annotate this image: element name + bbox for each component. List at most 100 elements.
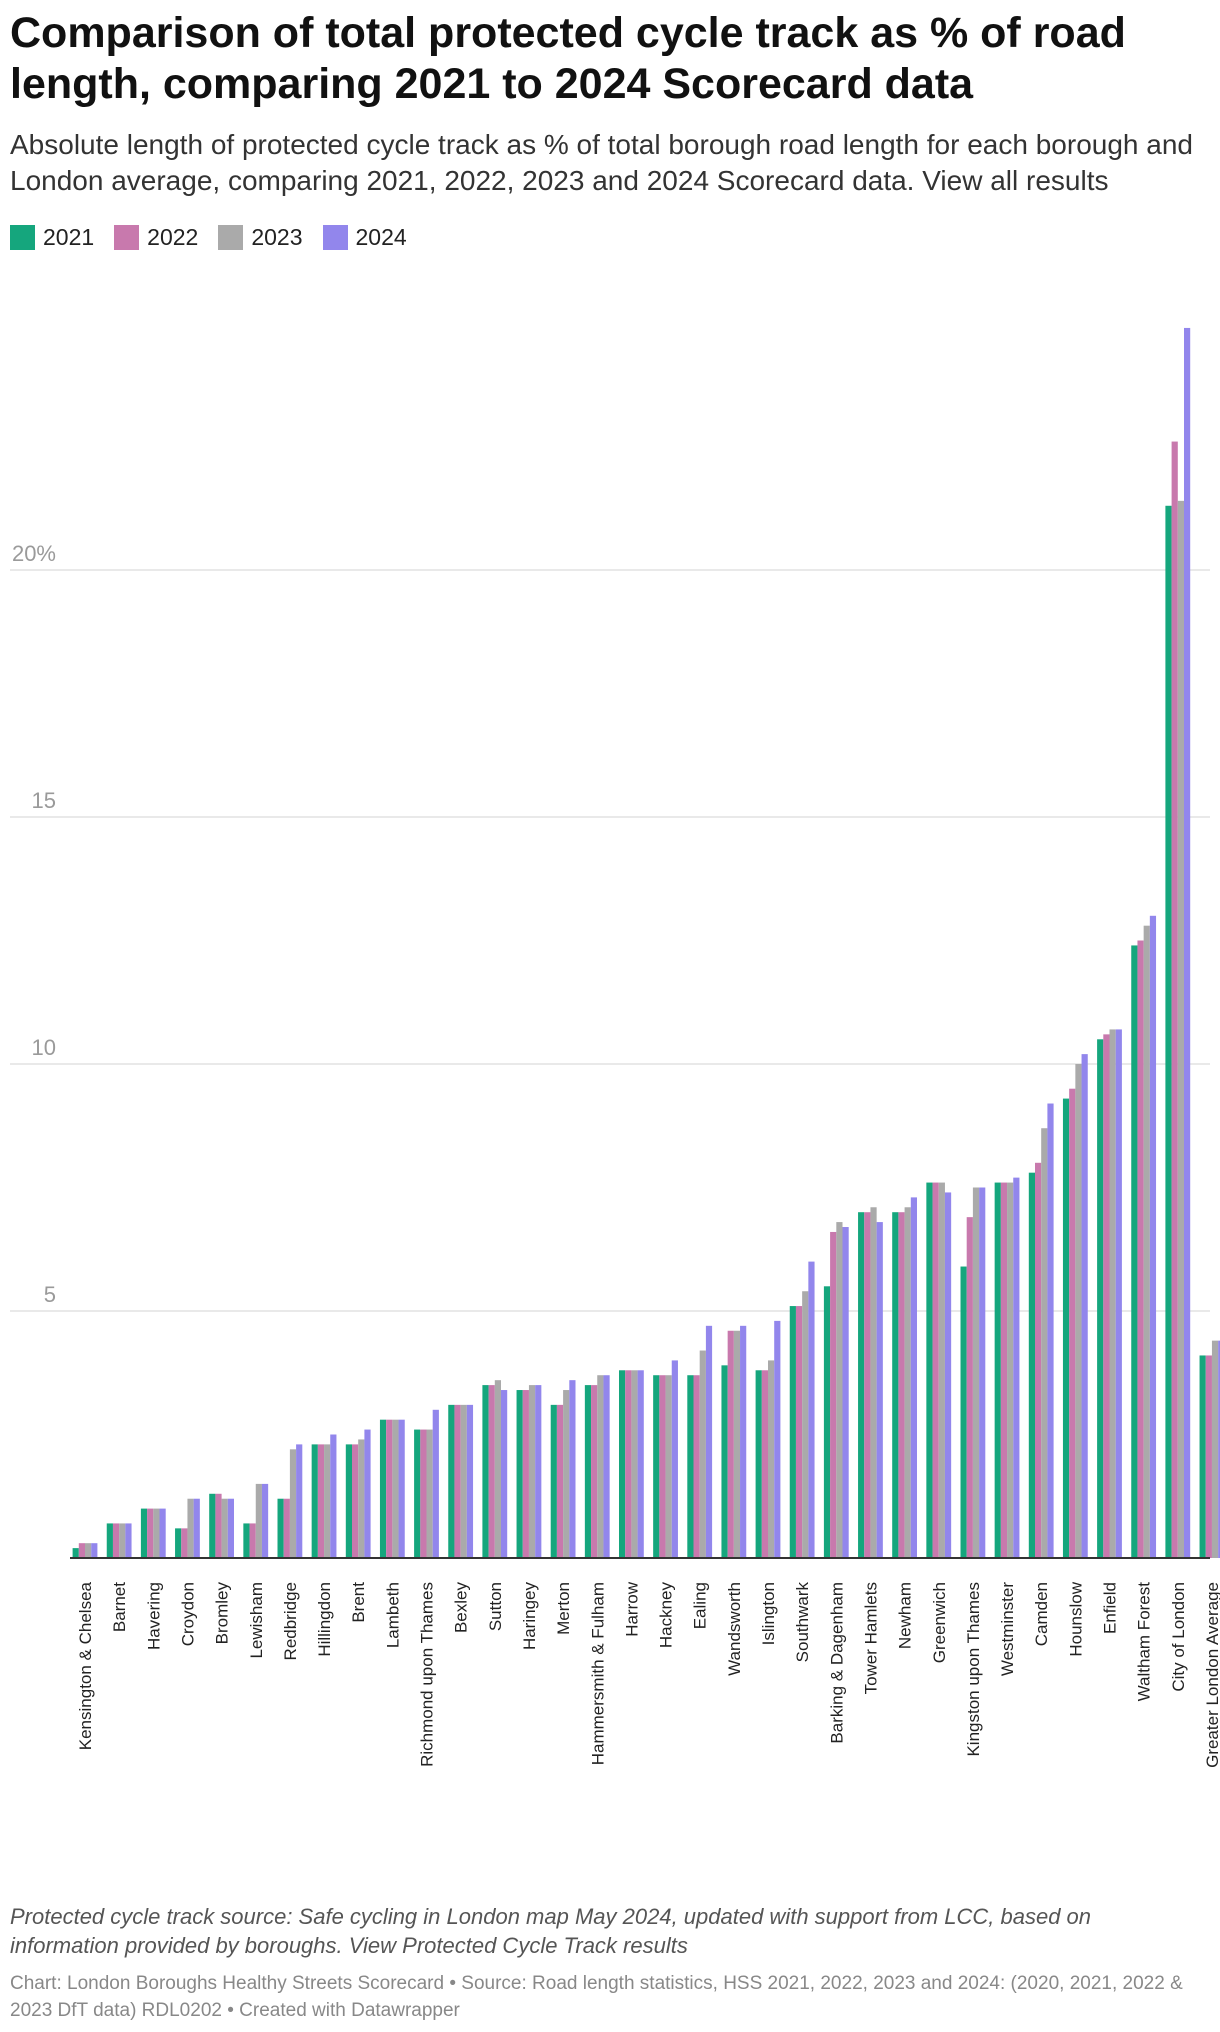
bar [1047,1103,1054,1558]
bar [858,1212,865,1558]
bar [721,1365,728,1558]
bar [215,1493,222,1558]
bar [550,1404,557,1558]
bar [823,1286,831,1558]
bar [426,1429,433,1558]
x-tick-label: Bromley [213,1582,232,1645]
bar [187,1498,194,1558]
x-tick-label: Westminster [998,1582,1017,1676]
bar [603,1375,610,1558]
bar [864,1212,871,1558]
x-tick-label: Greater London Average [1203,1582,1220,1768]
bar [398,1419,405,1558]
bar [261,1483,269,1558]
bar [153,1508,160,1558]
bar [597,1375,604,1558]
bar [619,1370,626,1558]
legend-label-2023: 2023 [251,223,303,250]
bar [944,1192,952,1558]
bar [569,1380,576,1558]
bar [379,1419,387,1558]
x-tick-label: Tower Hamlets [861,1582,880,1694]
y-tick-label: 5 [44,1282,56,1307]
bar [249,1523,256,1558]
bar [1075,1064,1082,1558]
bar [1007,1182,1014,1558]
bar [147,1508,154,1558]
bar [283,1498,290,1558]
bar [209,1493,216,1558]
bar [637,1370,644,1558]
x-tick-label: Redbridge [281,1582,300,1660]
bar [91,1543,98,1558]
legend-swatch-2023 [218,224,244,250]
bar [420,1429,427,1558]
bar [352,1444,359,1558]
bar [78,1543,85,1558]
x-tick-label: Sutton [486,1582,505,1631]
bar [1205,1355,1212,1558]
x-tick-label: Harrow [622,1581,641,1637]
x-tick-label: Brent [349,1582,368,1623]
bar [699,1350,706,1558]
legend-swatch-2021 [10,224,35,250]
bar [768,1360,775,1558]
bar [221,1498,228,1558]
x-tick-label: Barking & Dagenham [827,1582,846,1744]
bar [72,1548,79,1558]
x-tick-label: Newham [896,1582,915,1649]
bar [755,1370,762,1558]
bar [705,1325,713,1558]
y-tick-label: 10 [32,1035,56,1060]
bar [808,1261,815,1558]
bar [789,1306,796,1558]
bar [870,1207,877,1558]
bar [876,1222,883,1558]
bar [1199,1355,1206,1558]
bar [591,1385,598,1558]
bar [140,1508,148,1558]
bar [193,1498,200,1558]
bar [727,1330,734,1558]
bar [693,1375,700,1558]
x-tick-label: Hammersmith & Fulham [588,1582,607,1765]
bar [181,1528,188,1558]
bar [960,1266,967,1558]
bar [448,1404,455,1558]
bar [687,1375,694,1558]
x-tick-label: Havering [144,1582,163,1650]
bar [289,1449,297,1558]
bar [842,1227,849,1558]
x-tick-label: Bexley [452,1582,471,1634]
bar [910,1197,917,1558]
bar [466,1404,474,1558]
bar [1069,1088,1076,1558]
x-tick-label: Ealing [691,1582,710,1629]
x-tick-label: Hillingdon [315,1582,334,1657]
bar [665,1375,672,1558]
legend-item-2024: 2024 [322,224,407,251]
bar [324,1444,331,1558]
bar [830,1231,837,1558]
x-tick-label: City of London [1169,1582,1188,1692]
bar [938,1182,945,1558]
legend-item-2022: 2022 [114,224,198,251]
x-tick-label: Richmond upon Thames [418,1582,437,1767]
x-tick-label: Haringey [520,1582,539,1651]
bar [454,1404,461,1558]
bar [1081,1054,1088,1558]
legend-swatch-2024 [322,224,348,250]
bar [653,1375,660,1558]
chart-footer: Chart: London Boroughs Healthy Streets S… [10,1973,1183,2021]
bar [85,1543,92,1558]
bar [625,1370,632,1558]
bar [535,1385,542,1558]
bar [1097,1039,1104,1558]
bar [926,1182,933,1558]
bar [494,1380,501,1558]
x-tick-label: Wandsworth [725,1582,744,1676]
bar [972,1187,980,1558]
bar [795,1306,803,1558]
x-tick-label: Islington [759,1582,778,1645]
x-tick-label: Camden [1032,1582,1051,1646]
